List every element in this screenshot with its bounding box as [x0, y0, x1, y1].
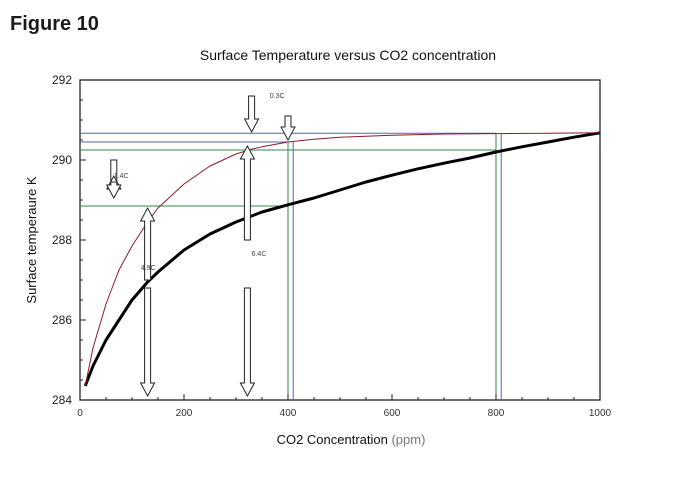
- x-axis-title: CO2 Concentration: [277, 432, 388, 447]
- x-tick-label: 800: [488, 408, 505, 419]
- y-tick-label: 292: [52, 73, 72, 87]
- arrow-down: [239, 287, 256, 398]
- annotation-label: 1.4C: [114, 173, 129, 180]
- y-axis: 284 286 288 290 292: [52, 73, 86, 407]
- arrow-up: [139, 206, 156, 281]
- annotation-label: 6.4C: [252, 251, 267, 258]
- x-tick-label: 1000: [589, 408, 612, 419]
- annotation-layer: 0.3C 1.4C 4.9C 6.4C: [114, 93, 285, 272]
- reference-lines: [80, 132, 502, 400]
- figure-label: Figure 10: [10, 13, 99, 35]
- y-tick-label: 284: [52, 393, 72, 407]
- x-tick-label: 200: [176, 408, 193, 419]
- arrow-layer: [105, 95, 296, 398]
- x-axis-unit: (ppm): [391, 432, 425, 447]
- series-layer: [83, 131, 601, 387]
- y-tick-label: 286: [52, 313, 72, 327]
- y-tick-label: 290: [52, 153, 72, 167]
- arrow-down: [243, 95, 260, 134]
- x-tick-label: 0: [77, 408, 83, 419]
- arrow-up: [239, 144, 256, 241]
- x-axis-label: CO2 Concentration (ppm): [277, 432, 426, 447]
- x-axis: 0 200 400 600 800 1000: [77, 394, 612, 419]
- annotation-label: 0.3C: [270, 93, 285, 100]
- x-tick-label: 400: [280, 408, 297, 419]
- chart-title: Surface Temperature versus CO2 concentra…: [200, 47, 496, 63]
- annotation-label: 4.9C: [141, 265, 156, 272]
- series-line-thick: [83, 131, 601, 387]
- arrow-down: [105, 181, 122, 200]
- arrow-down: [139, 287, 156, 398]
- x-tick-label: 600: [384, 408, 401, 419]
- arrow-down: [280, 115, 296, 142]
- plot-area-frame: [79, 79, 601, 401]
- y-axis-label: Surface temperaure K: [24, 176, 39, 304]
- series-line-thin: [84, 132, 601, 387]
- y-tick-label: 288: [52, 233, 72, 247]
